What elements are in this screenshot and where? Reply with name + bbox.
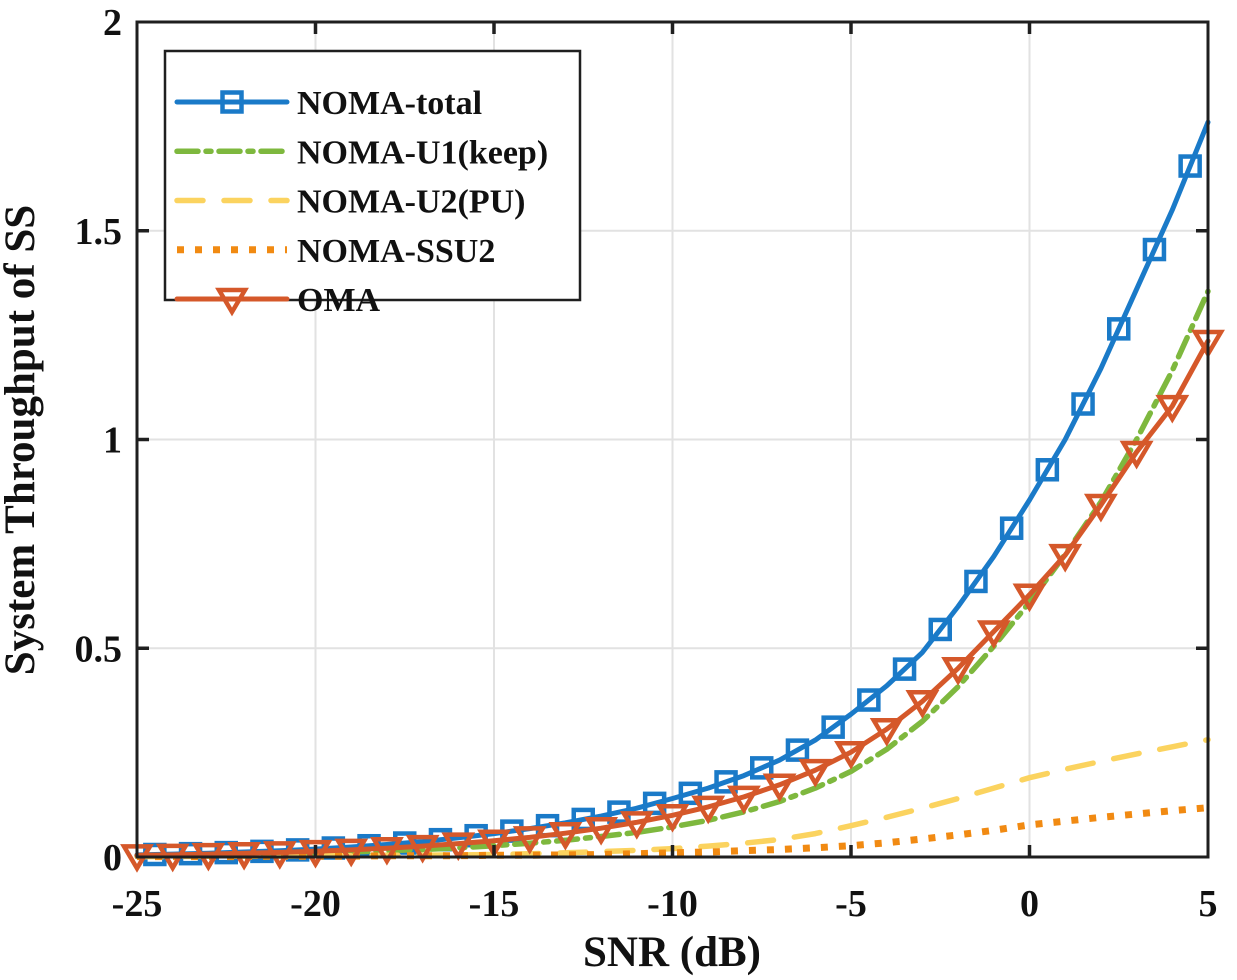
legend-label: OMA xyxy=(297,282,381,319)
data-marker-triangle-down xyxy=(691,795,726,825)
legend-entry-noma-u2-pu: NOMA-U2(PU) xyxy=(174,184,526,221)
legend-label: NOMA-total xyxy=(297,85,482,122)
tick-label-layer: -25 -20 -15 -10 -5 0 5 0 0.5 1 1.5 2 xyxy=(75,2,1218,925)
data-marker-triangle-down xyxy=(441,832,476,862)
legend-entry-oma: OMA xyxy=(174,282,381,319)
data-marker-triangle-down xyxy=(369,836,404,866)
data-marker-triangle-down xyxy=(298,839,333,869)
x-tick-label: 5 xyxy=(1199,883,1218,925)
series-markers-oma xyxy=(120,329,1225,873)
data-marker-square xyxy=(642,791,667,816)
legend-entry-noma-u1-keep: NOMA-U1(keep) xyxy=(174,134,548,171)
y-tick-label: 0 xyxy=(103,837,122,879)
data-marker-triangle-down xyxy=(1048,543,1083,573)
x-tick-label: -20 xyxy=(290,883,341,925)
y-tick-label: 1.5 xyxy=(75,211,123,253)
data-marker-triangle-down xyxy=(1083,493,1118,523)
data-marker-square xyxy=(785,738,810,762)
x-tick-label: -10 xyxy=(647,883,698,925)
y-tick-label: 2 xyxy=(103,2,122,44)
data-marker-square xyxy=(750,756,774,780)
legend-marker-triangle-down xyxy=(215,287,249,317)
data-marker-triangle-down xyxy=(227,841,262,871)
data-marker-triangle-down xyxy=(1155,394,1190,424)
data-marker-square xyxy=(1035,458,1060,482)
data-marker-square xyxy=(1071,392,1095,416)
data-marker-triangle-down xyxy=(941,657,976,686)
data-marker-triangle-down xyxy=(334,838,369,868)
data-marker-square xyxy=(714,770,738,794)
legend-entry-noma-ssu2: NOMA-SSU2 xyxy=(177,233,495,270)
x-tick-label: -15 xyxy=(469,883,520,925)
data-marker-square xyxy=(857,688,881,712)
data-marker-triangle-down xyxy=(655,804,690,833)
tick-layer xyxy=(137,22,1208,857)
y-tick-label: 1 xyxy=(103,420,122,462)
legend-entry-noma-total: NOMA-total xyxy=(174,85,482,122)
data-marker-square xyxy=(999,516,1024,540)
data-marker-triangle-down xyxy=(584,816,619,846)
data-marker-square xyxy=(964,569,988,594)
y-axis-label: System Throughput of SS xyxy=(0,205,44,675)
legend-marker-square xyxy=(220,90,244,114)
legend-label: NOMA-U1(keep) xyxy=(297,134,548,171)
data-marker-triangle-down xyxy=(262,841,297,870)
data-marker-triangle-down xyxy=(976,620,1011,649)
data-marker-triangle-down xyxy=(905,690,940,719)
data-marker-triangle-down xyxy=(869,717,904,747)
data-marker-square xyxy=(1142,237,1167,262)
data-marker-square xyxy=(821,715,845,739)
x-tick-label: 0 xyxy=(1020,883,1039,925)
data-marker-triangle-down xyxy=(619,811,654,840)
legend-label: NOMA-SSU2 xyxy=(297,233,495,270)
data-marker-triangle-down xyxy=(512,826,547,855)
data-marker-square xyxy=(1178,154,1202,178)
data-marker-triangle-down xyxy=(834,740,868,770)
data-marker-square xyxy=(1107,317,1131,341)
data-marker-triangle-down xyxy=(477,829,511,859)
data-marker-square xyxy=(928,617,952,642)
data-marker-triangle-down xyxy=(548,821,583,851)
x-tick-label: -5 xyxy=(835,883,867,925)
legend: NOMA-total NOMA-U1(keep) NOMA-U2(PU) NOMA-S… xyxy=(163,49,582,319)
y-tick-label: 0.5 xyxy=(75,628,123,670)
data-marker-triangle-down xyxy=(405,834,440,864)
data-marker-triangle-down xyxy=(798,758,833,788)
data-marker-triangle-down xyxy=(726,785,761,815)
data-marker-triangle-down xyxy=(1119,440,1154,470)
data-marker-square xyxy=(678,781,703,806)
data-marker-triangle-down xyxy=(762,773,797,803)
x-axis-label: SNR (dB) xyxy=(583,929,761,976)
x-tick-label: -25 xyxy=(112,883,163,925)
axes-box xyxy=(135,20,1210,859)
legend-label: NOMA-U2(PU) xyxy=(297,184,526,221)
series-noma-total xyxy=(134,119,1211,867)
data-marker-square xyxy=(892,657,917,681)
data-marker-triangle-down xyxy=(1012,583,1047,613)
